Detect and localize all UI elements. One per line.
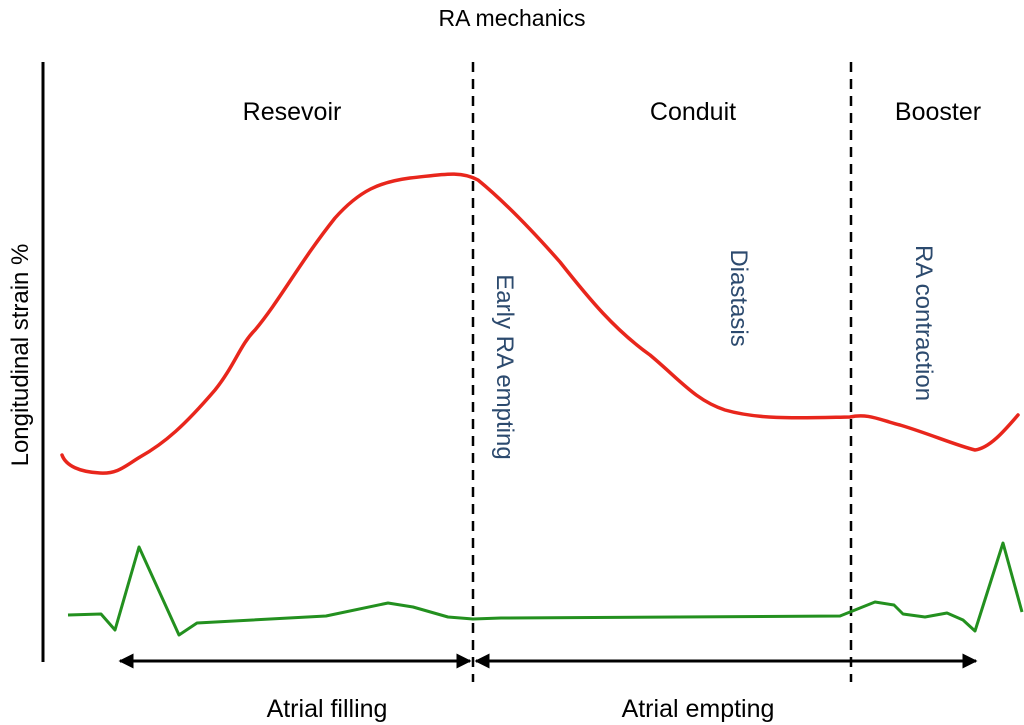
diagram-title: RA mechanics — [438, 5, 585, 31]
annotation-early-ra-emptying: Early RA empting — [491, 274, 518, 459]
atrial-filling-label: Atrial filling — [267, 695, 388, 723]
y-axis-label: Longitudinal strain % — [7, 244, 34, 467]
phase-label-booster: Booster — [895, 98, 981, 126]
ecg-trace — [67, 541, 1024, 637]
atrial-emptying-label: Atrial empting — [622, 695, 775, 723]
strain-curve — [60, 172, 1020, 475]
annotation-diastasis: Diastasis — [725, 249, 752, 346]
phase-label-conduit: Conduit — [650, 98, 736, 126]
annotation-ra-contraction: RA contraction — [910, 245, 937, 401]
phase-label-reservoir: Resevoir — [243, 98, 342, 126]
